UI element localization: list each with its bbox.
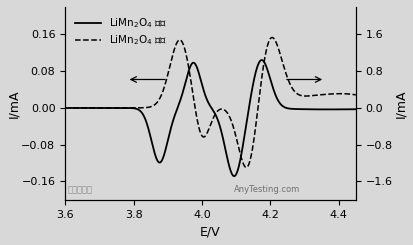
Text: AnyTesting.com: AnyTesting.com <box>233 185 299 194</box>
Y-axis label: I/mA: I/mA <box>7 89 20 118</box>
Text: 青裕检测网: 青裕检测网 <box>68 185 93 194</box>
X-axis label: E/V: E/V <box>200 225 220 238</box>
Y-axis label: I/mA: I/mA <box>393 89 406 118</box>
Legend: LiMn$_2$O$_4$ 粉体, LiMn$_2$O$_4$ 薄膜: LiMn$_2$O$_4$ 粉体, LiMn$_2$O$_4$ 薄膜 <box>70 12 171 51</box>
